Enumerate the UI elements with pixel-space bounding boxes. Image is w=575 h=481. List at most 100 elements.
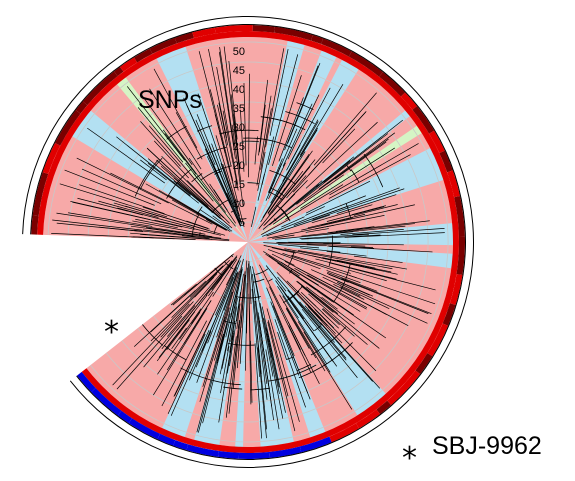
tree-branch — [262, 127, 318, 218]
tree-branch — [271, 247, 296, 254]
tree-branch-arc — [219, 129, 259, 135]
tree-branch-arc — [233, 200, 239, 204]
tree-branch — [301, 308, 358, 378]
tree-branch — [352, 228, 445, 236]
tree-branch — [284, 65, 319, 151]
tree-branch — [236, 303, 241, 330]
tree-branch — [166, 260, 233, 337]
scale-axis: 5 10 15 20 25 30 35 40 45 50 — [233, 46, 245, 229]
tree-branch — [186, 220, 209, 229]
tree-branch-arc — [269, 169, 296, 185]
tree-branch-arc — [142, 324, 164, 346]
tree-branch-arc — [166, 126, 187, 140]
tree-branch — [272, 174, 344, 225]
clade-wedge — [248, 242, 294, 447]
tree-branch — [258, 79, 269, 156]
tree-branch-arc — [250, 387, 271, 391]
tree-branch — [287, 62, 321, 144]
tree-branch — [110, 172, 213, 225]
tree-branch — [182, 235, 210, 239]
tree-branch — [262, 195, 366, 237]
tree-branch — [285, 308, 310, 349]
tree-branch — [350, 246, 373, 248]
tree-branch — [236, 274, 246, 369]
tree-branch — [312, 188, 405, 221]
scale-tick-label: 35 — [233, 103, 245, 115]
tree-branch — [303, 151, 372, 202]
tree-branch-arc — [298, 342, 353, 379]
ring-segment — [348, 51, 383, 77]
tree-branch-arc — [234, 296, 261, 299]
tree-branch — [193, 228, 221, 236]
tree-branch — [202, 291, 233, 387]
tree-branch — [217, 322, 225, 343]
tree-branch-arc — [255, 268, 269, 275]
tree-branch — [143, 305, 196, 368]
tree-branch — [216, 272, 239, 338]
tree-branch — [204, 148, 233, 208]
tree-branch — [336, 226, 375, 232]
tree-branch-arc — [276, 204, 290, 220]
tree-branch — [207, 260, 241, 344]
tree-branch — [56, 222, 144, 232]
tree-branch — [286, 175, 307, 199]
tree-branch — [329, 262, 436, 291]
tree-branch — [52, 219, 143, 231]
tree-branch — [344, 232, 445, 238]
scale-tick-label: 45 — [233, 65, 245, 77]
tree-branch — [59, 183, 168, 218]
tree-branch — [220, 346, 230, 394]
tree-branch-arc — [346, 164, 352, 172]
tree-branch — [267, 321, 296, 432]
tree-branch — [161, 156, 224, 219]
clade-wedge — [72, 110, 248, 242]
tree-branch — [322, 312, 340, 329]
tree-branch — [279, 294, 326, 372]
tree-branch — [197, 335, 224, 433]
tree-branch — [322, 257, 392, 273]
tree-branch-arc — [363, 153, 384, 188]
ring-segment — [75, 101, 88, 114]
tree-branch — [191, 291, 214, 325]
tree-branch — [307, 213, 366, 229]
tree-branch — [259, 321, 271, 399]
tree-branch — [257, 174, 265, 201]
tree-branch — [140, 159, 167, 181]
scale-tick-label: 40 — [233, 84, 245, 96]
tree-branch — [267, 150, 313, 214]
tree-branch — [353, 255, 403, 263]
tree-branch-arc — [241, 140, 259, 143]
tree-branch — [218, 102, 229, 146]
tree-branch — [117, 207, 194, 229]
tree-branch — [229, 320, 236, 353]
tree-branch — [248, 263, 251, 345]
tree-branch — [316, 290, 334, 303]
tree-branch — [226, 333, 234, 374]
tree-branch-arc — [310, 326, 347, 356]
tree-branch — [167, 333, 206, 415]
ring-segment — [214, 25, 253, 34]
tree-branch — [267, 187, 286, 214]
tree-branch-arc — [166, 168, 192, 199]
tree-branch — [145, 183, 227, 230]
tree-branch — [226, 192, 242, 226]
tree-branch — [208, 144, 221, 173]
tree-branch — [162, 129, 227, 213]
tree-branch — [246, 290, 248, 322]
clade-wedge — [248, 40, 305, 242]
tree-branch — [112, 303, 190, 386]
tree-branch — [183, 97, 232, 205]
tree-branch — [288, 184, 320, 210]
tree-branch — [266, 214, 330, 237]
tree-branch — [301, 204, 415, 231]
tree-branch — [353, 204, 398, 216]
tree-branch — [219, 258, 244, 351]
tree-branch — [260, 151, 306, 223]
tree-branch-arc — [214, 267, 223, 276]
tree-branch — [283, 153, 310, 191]
tree-branch-arc — [213, 224, 219, 235]
tree-branch-arc — [296, 102, 314, 110]
tree-branch — [98, 200, 159, 218]
ring-segment — [400, 92, 418, 110]
tree-branch — [272, 234, 295, 239]
